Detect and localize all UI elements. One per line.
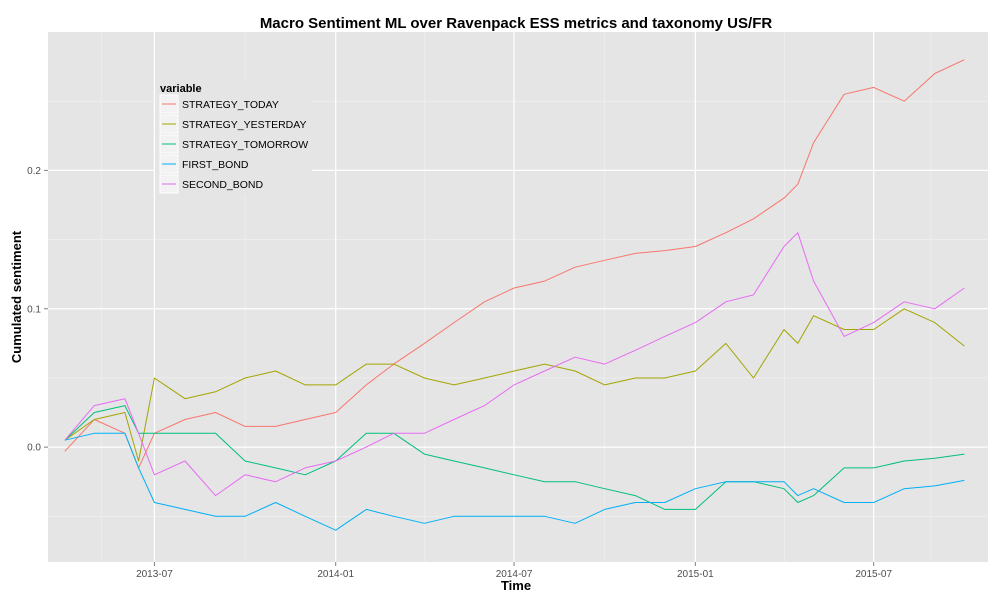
series-line-strategy-today bbox=[64, 59, 965, 469]
legend-background bbox=[155, 78, 312, 196]
legend-title: variable bbox=[160, 83, 202, 95]
y-axis: 0.0 0.1 0.2 bbox=[27, 166, 48, 454]
x-tick-label: 2013-07 bbox=[136, 569, 173, 580]
chart-title: Macro Sentiment ML over Ravenpack ESS me… bbox=[260, 15, 773, 32]
legend-label: SECOND_BOND bbox=[182, 179, 264, 191]
legend-label: FIRST_BOND bbox=[182, 159, 249, 171]
y-tick-label: 0.1 bbox=[27, 304, 41, 315]
series-line-first-bond bbox=[64, 432, 965, 531]
legend-label: STRATEGY_YESTERDAY bbox=[182, 119, 306, 131]
x-tick-label: 2014-01 bbox=[317, 569, 354, 580]
series-lines bbox=[64, 59, 965, 531]
legend-label: STRATEGY_TOMORROW bbox=[182, 139, 308, 151]
legend-label: STRATEGY_TODAY bbox=[182, 99, 279, 111]
x-axis: 2013-07 2014-01 2014-07 2015-01 2015-07 bbox=[136, 562, 892, 580]
y-tick-label: 0.0 bbox=[27, 443, 41, 454]
series-line-strategy-tomorrow bbox=[64, 405, 965, 510]
legend: variable STRATEGY_TODAY STRATEGY_YESTERDA… bbox=[155, 78, 312, 196]
legend-item-strategy-yesterday: STRATEGY_YESTERDAY bbox=[159, 114, 306, 134]
y-axis-title: Cumulated sentiment bbox=[9, 230, 24, 363]
x-tick-label: 2015-07 bbox=[855, 569, 892, 580]
legend-item-second-bond: SECOND_BOND bbox=[159, 174, 264, 194]
legend-item-first-bond: FIRST_BOND bbox=[159, 154, 249, 174]
x-tick-label: 2014-07 bbox=[496, 569, 533, 580]
legend-item-strategy-tomorrow: STRATEGY_TOMORROW bbox=[159, 134, 308, 154]
x-tick-label: 2015-01 bbox=[677, 569, 714, 580]
series-line-strategy-yesterday bbox=[64, 308, 965, 462]
series-line-second-bond bbox=[64, 232, 965, 497]
x-axis-title: Time bbox=[501, 578, 531, 593]
y-tick-label: 0.2 bbox=[27, 166, 41, 177]
minor-gridlines bbox=[48, 32, 988, 562]
legend-item-strategy-today: STRATEGY_TODAY bbox=[159, 94, 279, 114]
